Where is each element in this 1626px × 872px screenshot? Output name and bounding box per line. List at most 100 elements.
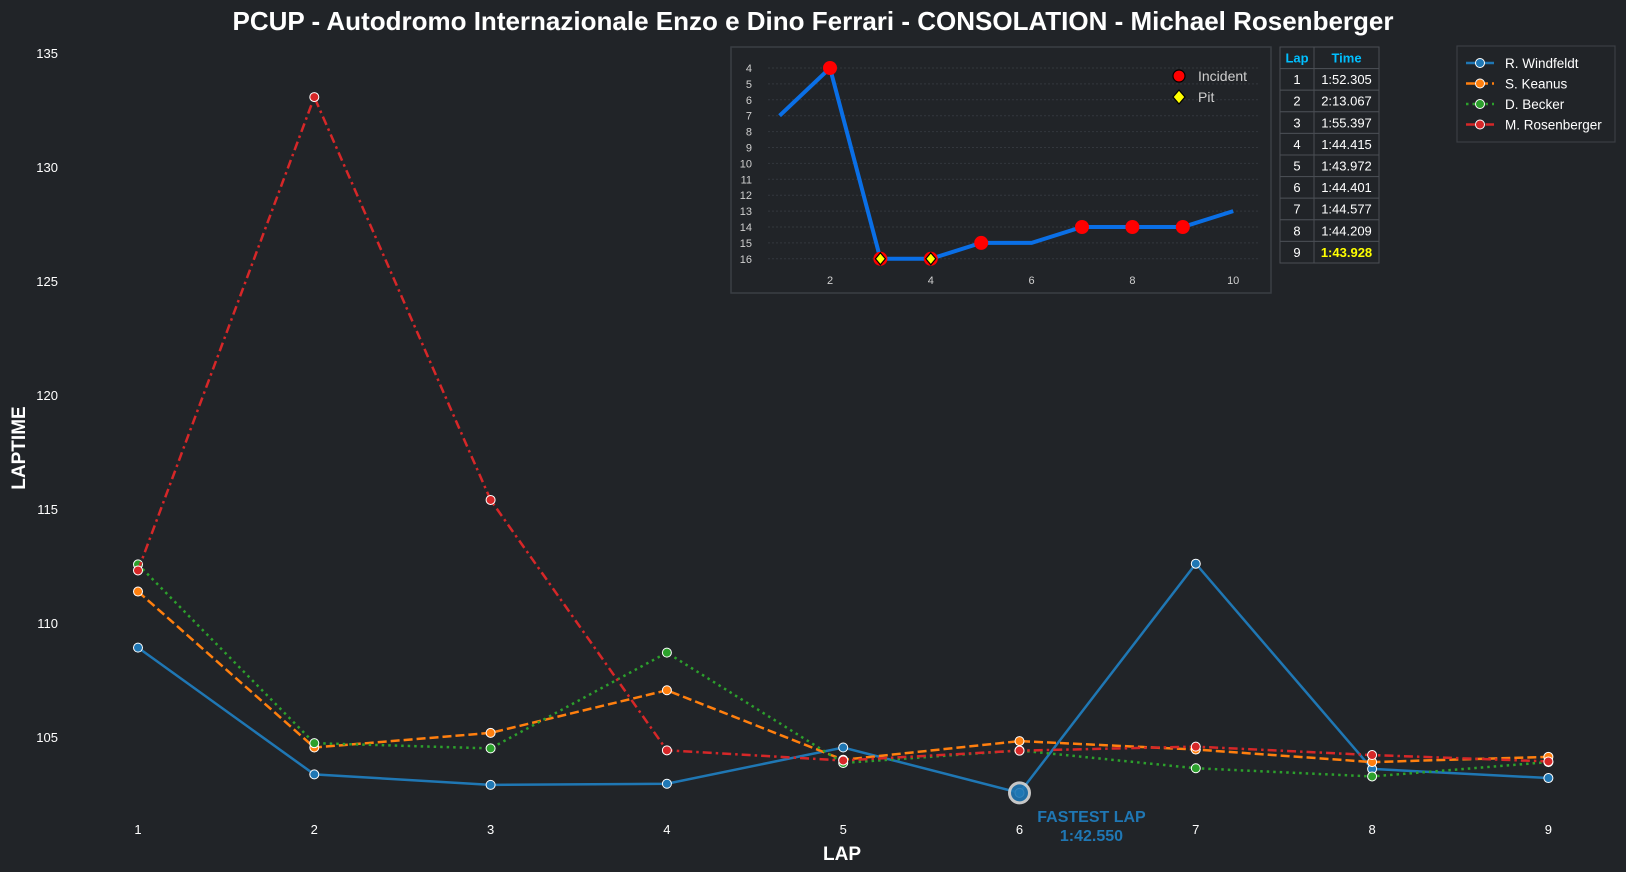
fastest-lap-label: FASTEST LAP <box>1037 809 1146 826</box>
incident-marker <box>1075 220 1089 234</box>
pit-legend-label: Pit <box>1198 89 1214 105</box>
table-cell <box>1313 240 1380 264</box>
legend-items: R. Windfeldt S. Keanus D. Becker M. Rosenbe… <box>1466 56 1602 133</box>
table-lap-number: 6 <box>1293 180 1300 195</box>
lap-time-table: Lap Time 1 1:52.305 2 2:13.067 3 1:55.397 4 1:44.… <box>1279 46 1380 264</box>
data-point <box>1014 736 1025 747</box>
legend-label: D. Becker <box>1505 97 1565 112</box>
table-lap-number: 2 <box>1293 94 1300 109</box>
x-tick-label: 9 <box>1545 822 1552 837</box>
pit-marker <box>925 251 937 266</box>
inset-y-tick-label: 13 <box>740 206 752 218</box>
inset-x-tick-label: 4 <box>928 275 934 287</box>
data-point <box>1367 750 1378 761</box>
y-tick-label: 110 <box>37 616 58 631</box>
y-tick-label: 130 <box>36 160 58 175</box>
x-tick-label: 5 <box>840 822 847 837</box>
data-point <box>1543 756 1554 767</box>
table-lap-number: 9 <box>1293 245 1300 260</box>
inset-legend: Incident Pit <box>1172 68 1247 105</box>
data-point <box>133 642 143 653</box>
table-lap-time: 2:13.067 <box>1321 94 1372 109</box>
table-lap-time: 1:44.415 <box>1321 137 1372 152</box>
chart-title: PCUP - Autodromo Internazionale Enzo e D… <box>233 6 1394 36</box>
pit-marker <box>874 251 887 266</box>
data-point <box>838 755 849 766</box>
data-point <box>485 779 496 790</box>
data-point <box>1543 773 1554 784</box>
data-point <box>1190 763 1201 774</box>
inset-x-tick-label: 8 <box>1129 275 1135 287</box>
inset-y-tick-label: 10 <box>740 158 752 170</box>
data-point <box>485 494 496 505</box>
x-tick-label: 7 <box>1192 822 1199 837</box>
y-tick-label: 115 <box>37 502 58 517</box>
data-point <box>838 742 849 753</box>
data-point <box>661 647 672 658</box>
table-lap-time: 1:44.577 <box>1321 202 1372 217</box>
y-axis-label: LAPTIME <box>9 406 30 489</box>
position-line <box>778 64 1234 261</box>
pit-legend-icon <box>1172 89 1186 105</box>
data-point <box>661 778 672 789</box>
data-point <box>309 738 320 749</box>
data-point <box>133 565 143 576</box>
x-tick-label: 1 <box>134 822 141 837</box>
inset-x-tick-label: 6 <box>1029 275 1035 287</box>
legend-label: R. Windfeldt <box>1505 56 1579 71</box>
x-tick-label: 3 <box>487 822 494 837</box>
data-point <box>309 92 320 103</box>
inset-y-tick-label: 12 <box>740 190 752 202</box>
x-tick-label: 8 <box>1368 822 1375 837</box>
data-point <box>1190 558 1201 569</box>
x-tick-label: 2 <box>311 822 318 837</box>
inset-y-tick-label: 6 <box>746 95 752 107</box>
y-tick-label: 125 <box>36 274 58 289</box>
table-lap-number: 4 <box>1293 137 1300 152</box>
data-point <box>1190 741 1201 752</box>
data-point <box>133 586 143 597</box>
inset-frame <box>730 46 1272 294</box>
table-lap-number: 3 <box>1293 115 1300 130</box>
table-lap-number: 1 <box>1293 72 1300 87</box>
table-lap-time: 1:55.397 <box>1321 115 1372 130</box>
legend: R. Windfeldt S. Keanus D. Becker M. Rosenbe… <box>1456 45 1616 143</box>
series-lines <box>133 92 1554 798</box>
inset-y-tick-label: 11 <box>741 174 752 186</box>
table-lap-number: 5 <box>1293 159 1300 174</box>
inset-y-tick-label: 5 <box>746 79 752 91</box>
data-point <box>1014 745 1025 756</box>
position-inset: 4 5 6 7 8 9 10 11 12 13 14 15 16 2 4 6 8 10 Incident Pit <box>730 46 1272 294</box>
series-line-d-becker <box>137 563 1549 778</box>
inset-y-tick-label: 16 <box>740 254 752 266</box>
table-header-lap: Lap <box>1285 51 1308 66</box>
inset-y-tick-label: 7 <box>746 111 752 123</box>
y-tick-label: 120 <box>36 388 58 403</box>
incident-marker <box>974 235 989 250</box>
incident-marker <box>1125 220 1140 234</box>
x-tick-label: 4 <box>663 822 670 837</box>
table-lap-number: 8 <box>1293 223 1300 238</box>
legend-marker-icon <box>1475 78 1485 89</box>
table-lap-time: 1:52.305 <box>1321 72 1372 87</box>
legend-label: M. Rosenberger <box>1505 118 1602 133</box>
inset-grid: 4 5 6 7 8 9 10 11 12 13 14 15 16 2 4 6 8 10 <box>740 63 1258 287</box>
legend-marker-icon <box>1475 99 1485 109</box>
table-lap-time: 1:43.972 <box>1321 159 1372 174</box>
table-lap-time: 1:44.209 <box>1321 223 1372 238</box>
inset-y-tick-label: 15 <box>740 238 752 250</box>
inset-y-tick-label: 8 <box>746 127 752 139</box>
fastest-lap-value: 1:42.550 <box>1060 828 1123 845</box>
inset-x-tick-label: 2 <box>827 275 833 287</box>
legend-marker-icon <box>1475 58 1485 68</box>
data-point <box>485 727 496 738</box>
data-point <box>309 769 320 780</box>
inset-y-tick-label: 14 <box>740 222 752 234</box>
table-best-time: 1:43.928 <box>1321 245 1372 260</box>
inset-y-tick-label: 9 <box>746 143 752 155</box>
table-lap-number: 7 <box>1293 202 1300 217</box>
incident-marker <box>823 61 837 75</box>
data-point <box>1367 771 1378 782</box>
y-tick-label: 105 <box>36 730 58 745</box>
